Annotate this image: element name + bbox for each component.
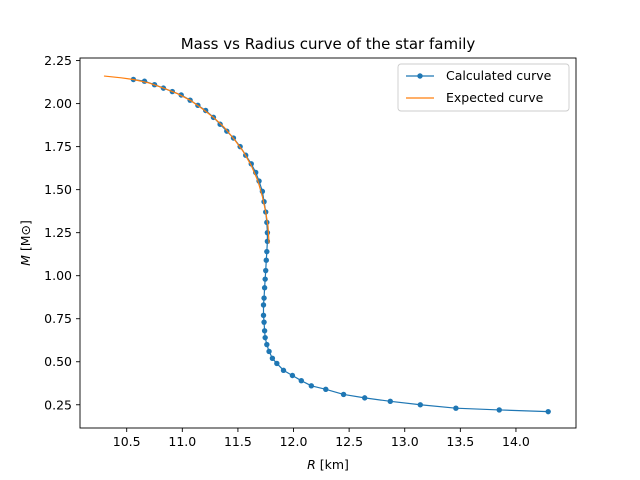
x-axis-ticks: 10.5 11.0 11.5 12.0 12.5 13.0 13.5 14.0 bbox=[113, 428, 530, 449]
calculated-curve-point bbox=[453, 405, 459, 411]
x-tick-label: 13.0 bbox=[391, 434, 419, 449]
series-layer bbox=[103, 75, 551, 415]
y-axis-ticks: 0.25 0.50 0.75 1.00 1.25 1.50 1.75 2.00 2.25 bbox=[44, 53, 80, 412]
y-tick-label: 2.00 bbox=[44, 96, 72, 111]
calculated-curve-point bbox=[361, 395, 368, 401]
calculated-curve-point bbox=[266, 348, 272, 355]
calculated-curve-point bbox=[387, 398, 393, 405]
x-tick-label: 13.5 bbox=[446, 434, 474, 449]
calculated-curve-point bbox=[260, 312, 267, 318]
calculated-curve-point bbox=[264, 341, 270, 348]
x-tick-label: 12.0 bbox=[280, 434, 308, 449]
y-axis-label-unit: [M⊙] bbox=[18, 220, 33, 251]
legend-box bbox=[397, 63, 570, 112]
y-tick-label: 0.75 bbox=[44, 311, 72, 326]
calculated-curve-point bbox=[262, 334, 268, 341]
calculated-curve-point bbox=[262, 276, 268, 282]
x-axis-label-unit: [km] bbox=[320, 457, 349, 472]
expected-curve-line bbox=[103, 75, 270, 244]
x-tick-label: 12.5 bbox=[335, 434, 363, 449]
y-tick-label: 0.25 bbox=[44, 397, 72, 412]
calculated-curve-point bbox=[545, 408, 551, 415]
y-axis-label-main: M bbox=[18, 255, 33, 266]
calculated-curve-point bbox=[289, 372, 296, 379]
calculated-curve-point bbox=[260, 302, 267, 308]
calculated-curve-point bbox=[323, 386, 329, 392]
y-tick-label: 1.50 bbox=[44, 182, 72, 197]
calculated-curve-point bbox=[264, 248, 270, 255]
axes-frame bbox=[79, 57, 577, 429]
x-tick-label: 14.0 bbox=[502, 434, 530, 449]
calculated-curve-point bbox=[417, 402, 424, 408]
calculated-curve-point bbox=[263, 257, 269, 263]
y-tick-label: 1.25 bbox=[44, 225, 72, 240]
x-tick-label: 11.5 bbox=[224, 434, 252, 449]
y-tick-label: 2.25 bbox=[44, 53, 72, 68]
calculated-curve-point bbox=[261, 328, 268, 334]
calculated-curve-point bbox=[340, 391, 347, 398]
calculated-curve-point bbox=[280, 367, 287, 374]
legend-label-expected: Expected curve bbox=[446, 90, 544, 105]
legend-marker-calculated bbox=[417, 73, 423, 79]
calculated-curve-point bbox=[261, 285, 268, 291]
calculated-curve-point bbox=[496, 407, 502, 413]
x-tick-label: 10.5 bbox=[113, 434, 141, 449]
calculated-curve-point bbox=[261, 295, 267, 301]
plot-area bbox=[80, 58, 576, 428]
chart-title: Mass vs Radius curve of the star family bbox=[181, 35, 476, 53]
calculated-curve-point bbox=[298, 377, 305, 384]
legend: Calculated curve Expected curve bbox=[397, 63, 570, 112]
calculated-curve-point bbox=[274, 360, 280, 367]
x-axis-label: R [km] bbox=[307, 457, 349, 472]
y-tick-label: 0.50 bbox=[44, 354, 72, 369]
calculated-curve-point bbox=[308, 383, 315, 389]
calculated-curve-point bbox=[263, 267, 269, 274]
y-tick-label: 1.75 bbox=[44, 139, 72, 154]
y-tick-label: 1.00 bbox=[44, 268, 72, 283]
calculated-curve-point bbox=[264, 229, 271, 236]
calculated-curve-point bbox=[261, 319, 267, 325]
x-tick-label: 11.0 bbox=[168, 434, 196, 449]
x-axis-label-main: R bbox=[307, 457, 316, 472]
legend-label-calculated: Calculated curve bbox=[446, 68, 552, 83]
y-axis-label: M [M⊙] bbox=[18, 220, 33, 266]
calculated-curve-point bbox=[269, 355, 276, 362]
